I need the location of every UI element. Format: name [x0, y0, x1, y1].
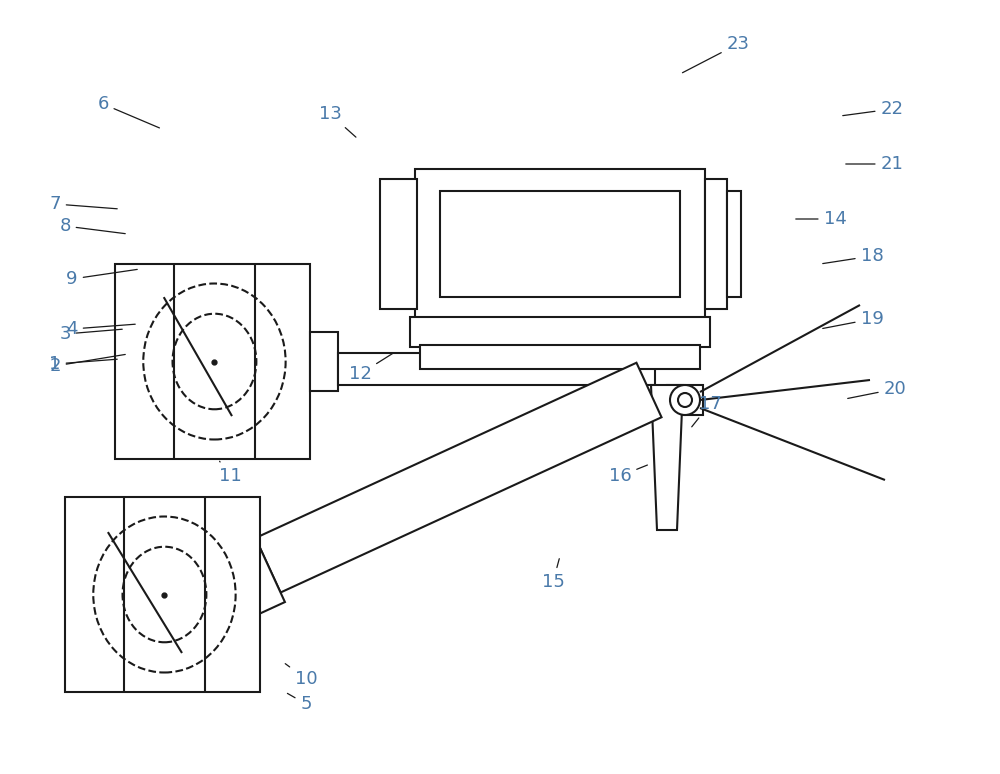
Text: 10: 10	[285, 663, 317, 688]
Polygon shape	[219, 529, 285, 617]
Bar	[115, 264, 310, 459]
Text: 9: 9	[66, 269, 137, 288]
Bar	[380, 179, 417, 309]
Text: 3: 3	[59, 325, 122, 343]
Text: 22: 22	[843, 100, 904, 118]
Polygon shape	[255, 363, 662, 593]
Bar	[440, 191, 680, 297]
Text: 17: 17	[692, 395, 721, 426]
Text: 4: 4	[66, 320, 135, 338]
Bar	[705, 179, 727, 309]
Polygon shape	[651, 385, 683, 530]
Text: 20: 20	[848, 380, 906, 399]
Text: 19: 19	[823, 310, 883, 328]
Bar	[667, 385, 703, 415]
Bar	[310, 332, 338, 391]
Text: 12: 12	[349, 354, 393, 383]
Bar	[338, 353, 655, 385]
Bar	[420, 345, 700, 369]
Circle shape	[670, 385, 700, 415]
Text: 11: 11	[219, 461, 241, 485]
Bar	[65, 497, 260, 692]
Text: 23: 23	[682, 35, 750, 73]
Bar	[410, 317, 710, 347]
Bar	[727, 191, 741, 297]
Text: 5: 5	[287, 694, 312, 713]
Circle shape	[678, 393, 692, 407]
Text: 8: 8	[59, 217, 125, 235]
Text: 2: 2	[49, 354, 125, 375]
Text: 15: 15	[542, 559, 564, 591]
Text: 18: 18	[823, 247, 883, 265]
Bar	[415, 169, 705, 319]
Text: 7: 7	[49, 195, 117, 213]
Text: 13: 13	[319, 105, 356, 137]
Text: 1: 1	[49, 355, 117, 373]
Text: 21: 21	[846, 155, 903, 173]
Text: 16: 16	[609, 465, 647, 485]
Text: 14: 14	[796, 210, 846, 228]
Text: 6: 6	[97, 95, 159, 128]
